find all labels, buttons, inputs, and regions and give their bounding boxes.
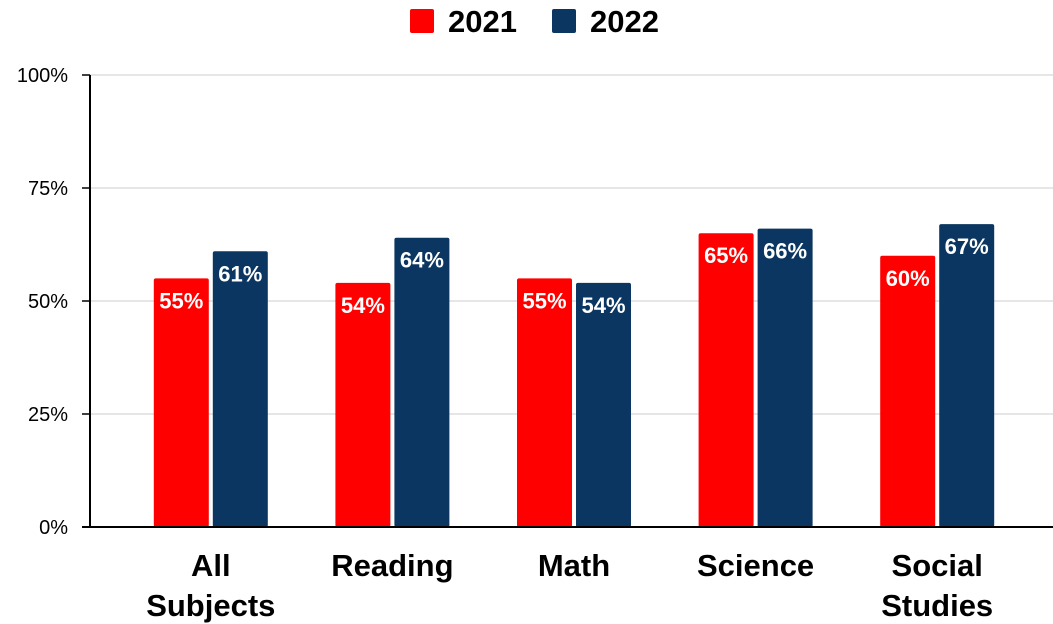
legend: 2021 2022 bbox=[410, 4, 659, 39]
legend-label-2021: 2021 bbox=[448, 4, 517, 39]
x-tick-label-line: Reading bbox=[331, 548, 453, 583]
bar-2022-0 bbox=[212, 251, 268, 527]
y-tick-label: 50% bbox=[28, 291, 68, 313]
data-label-2022-3: 66% bbox=[763, 239, 807, 264]
data-label-2022-4: 67% bbox=[945, 234, 989, 259]
x-tick-label-line: Studies bbox=[881, 588, 993, 623]
x-tick-label-line: All bbox=[191, 548, 231, 583]
y-tick-label: 75% bbox=[28, 178, 68, 200]
data-labels: 55% 61% 54% 64% 55% 54% 65% 66% 60% 67% bbox=[159, 234, 988, 318]
x-tick-label: Science bbox=[697, 548, 814, 583]
bar-2021-4 bbox=[880, 255, 936, 528]
y-tick-label: 25% bbox=[28, 404, 68, 426]
data-label-2021-0: 55% bbox=[159, 288, 203, 313]
bar-2022-2 bbox=[576, 282, 631, 527]
x-tick-label-line: Science bbox=[697, 548, 814, 583]
data-label-2021-4: 60% bbox=[886, 266, 930, 291]
bar-2021-3 bbox=[698, 233, 754, 527]
x-tick-label-line: Social bbox=[892, 548, 983, 583]
legend-swatch-2021 bbox=[410, 9, 434, 33]
bar-2021-0 bbox=[153, 278, 209, 527]
x-axis-ticks: All Subjects Reading Math Science Social Studi… bbox=[146, 548, 993, 623]
x-tick-label: Reading bbox=[331, 548, 453, 583]
legend-label-2022: 2022 bbox=[590, 4, 659, 39]
data-label-2022-2: 54% bbox=[581, 293, 625, 318]
y-tick-label: 100% bbox=[17, 65, 68, 87]
data-label-2022-1: 64% bbox=[400, 248, 444, 273]
bar-2021-2 bbox=[517, 278, 572, 527]
y-axis-ticks: 0% 25% 50% 75% 100% bbox=[17, 65, 90, 539]
data-label-2021-2: 55% bbox=[522, 288, 566, 313]
x-tick-label: Social Studies bbox=[881, 548, 993, 623]
bar-2022-3 bbox=[757, 228, 813, 527]
x-tick-label: All Subjects bbox=[146, 548, 275, 623]
x-tick-label: Math bbox=[538, 548, 610, 583]
bar-2021-1 bbox=[335, 282, 391, 527]
legend-swatch-2022 bbox=[552, 9, 576, 33]
x-tick-label-line: Subjects bbox=[146, 588, 275, 623]
data-label-2021-1: 54% bbox=[341, 293, 385, 318]
bar-2022-1 bbox=[394, 237, 450, 527]
x-tick-label-line: Math bbox=[538, 548, 610, 583]
data-label-2022-0: 61% bbox=[218, 261, 262, 286]
bar-2022-4 bbox=[939, 224, 995, 527]
bars bbox=[153, 224, 995, 528]
data-label-2021-3: 65% bbox=[704, 243, 748, 268]
axes bbox=[82, 75, 1053, 528]
y-tick-label: 0% bbox=[39, 517, 68, 539]
